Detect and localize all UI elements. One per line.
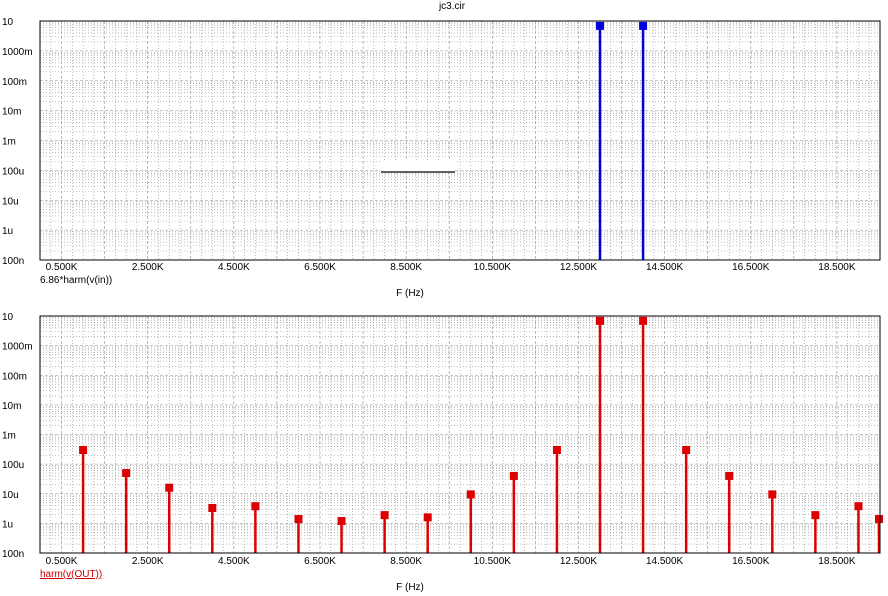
x-tick-label: 6.500K <box>304 262 336 273</box>
top-plot-series-label: 6.86*harm(v(in)) <box>40 275 112 286</box>
top-plot-x-axis-label: F (Hz) <box>396 288 424 299</box>
stem-marker <box>639 316 648 325</box>
y-tick-label: 1u <box>2 519 13 530</box>
x-tick-label: 10.500K <box>474 262 512 273</box>
stem-marker <box>294 515 303 524</box>
top-plot: 10 1000m 100m 10m 1m 100u 10u 1u 100n 0.500K 2.50… <box>2 17 881 299</box>
stem-marker <box>875 515 883 524</box>
stem-marker <box>682 445 691 454</box>
y-tick-label: 100n <box>2 549 24 560</box>
x-tick-label: 4.500K <box>218 556 250 567</box>
y-tick-label: 1000m <box>2 342 33 353</box>
stem-marker <box>854 502 863 511</box>
bottom-plot-y-axis: 10 1000m 100m 10m 1m 100u 10u 1u 100n <box>2 312 33 560</box>
y-tick-label: 100u <box>2 460 24 471</box>
bottom-plot-series-label: harm(v(OUT)) <box>40 569 102 580</box>
stem-marker <box>79 445 88 454</box>
y-tick-label: 100n <box>2 256 24 267</box>
x-tick-label: 16.500K <box>732 262 770 273</box>
x-tick-label: 2.500K <box>132 556 164 567</box>
y-tick-label: 100m <box>2 77 27 88</box>
x-tick-label: 10.500K <box>474 556 512 567</box>
bottom-plot-stems <box>79 316 883 553</box>
x-tick-label: 8.500K <box>390 262 422 273</box>
stem-marker <box>596 21 604 30</box>
stem-marker <box>639 21 648 30</box>
x-tick-label: 0.500K <box>46 556 78 567</box>
annotation-box <box>381 160 455 172</box>
x-tick-label: 16.500K <box>732 556 770 567</box>
stem-marker <box>811 511 820 520</box>
top-plot-grid <box>40 21 880 260</box>
y-tick-label: 10 <box>2 17 14 28</box>
y-tick-label: 1u <box>2 226 13 237</box>
y-tick-label: 10u <box>2 490 19 501</box>
x-tick-label: 18.500K <box>818 262 856 273</box>
y-tick-label: 10m <box>2 401 21 412</box>
y-tick-label: 10 <box>2 312 14 323</box>
bottom-plot-frame <box>39 315 881 554</box>
x-tick-label: 18.500K <box>818 556 856 567</box>
stem-marker <box>165 483 174 492</box>
top-plot-x-axis: 0.500K 2.500K 4.500K 6.500K 8.500K 10.500K 12.… <box>46 262 856 273</box>
y-tick-label: 1m <box>2 431 16 442</box>
y-tick-label: 1000m <box>2 47 33 58</box>
x-tick-label: 0.500K <box>46 262 78 273</box>
x-tick-label: 14.500K <box>646 556 684 567</box>
y-tick-label: 100m <box>2 371 27 382</box>
bottom-plot-x-axis: 0.500K 2.500K 4.500K 6.500K 8.500K 10.500K 12.… <box>46 556 856 567</box>
stem-marker <box>423 513 432 522</box>
chart-title: jc3.cir <box>438 1 466 12</box>
y-tick-label: 10u <box>2 196 19 207</box>
top-plot-stems <box>596 21 648 260</box>
stem-marker <box>509 471 518 480</box>
stem-marker <box>596 316 604 325</box>
x-tick-label: 4.500K <box>218 262 250 273</box>
stem-marker <box>768 490 777 499</box>
stem-marker <box>122 469 131 478</box>
x-tick-label: 2.500K <box>132 262 164 273</box>
x-tick-label: 12.500K <box>560 556 598 567</box>
x-tick-label: 8.500K <box>390 556 422 567</box>
x-tick-label: 12.500K <box>560 262 598 273</box>
stem-marker <box>208 504 217 513</box>
stem-marker <box>552 445 561 454</box>
stem-marker <box>466 490 475 499</box>
x-tick-label: 6.500K <box>304 556 336 567</box>
bottom-plot-grid <box>40 316 880 553</box>
top-plot-y-axis: 10 1000m 100m 10m 1m 100u 10u 1u 100n <box>2 17 33 267</box>
stem-marker <box>251 502 260 511</box>
stem-marker <box>380 511 389 520</box>
top-plot-frame <box>39 20 881 261</box>
x-tick-label: 14.500K <box>646 262 684 273</box>
y-tick-label: 100u <box>2 166 24 177</box>
y-tick-label: 1m <box>2 137 16 148</box>
stem-marker <box>337 517 346 526</box>
y-tick-label: 10m <box>2 107 21 118</box>
bottom-plot: 10 1000m 100m 10m 1m 100u 10u 1u 100n 0.500K 2.50… <box>2 312 883 593</box>
bottom-plot-x-axis-label: F (Hz) <box>396 582 424 593</box>
stem-marker <box>725 471 734 480</box>
